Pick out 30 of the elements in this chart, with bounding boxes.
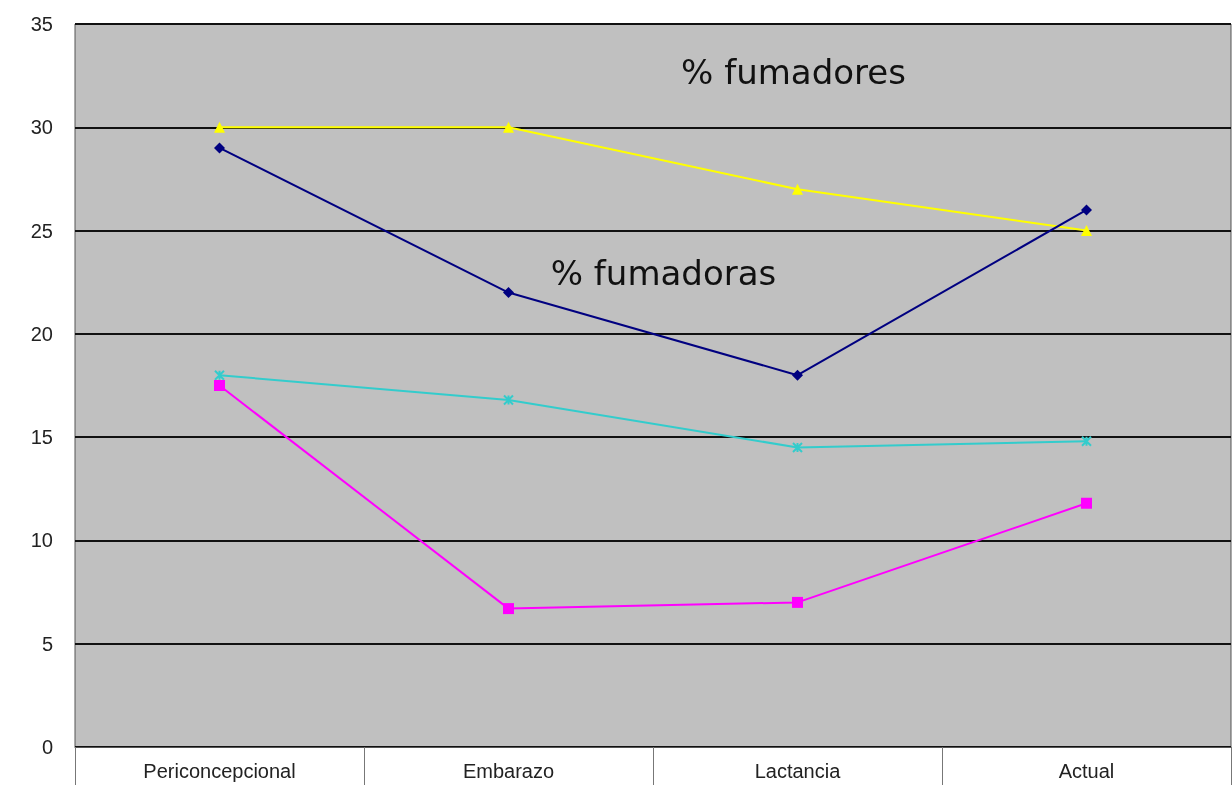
point — [503, 121, 514, 133]
point — [1081, 497, 1092, 509]
y-tick-label: 20 — [30, 322, 53, 345]
point — [214, 380, 225, 391]
y-tick-label: 30 — [30, 116, 53, 139]
point — [214, 121, 225, 133]
x-tick-label: Periconcepcional — [143, 760, 296, 782]
point — [214, 142, 225, 154]
point — [1081, 204, 1092, 216]
y-tick-label: 25 — [30, 219, 53, 242]
point — [1081, 435, 1092, 447]
point — [503, 394, 514, 406]
y-tick-label: 0 — [41, 736, 53, 758]
y-tick-label: 10 — [30, 529, 53, 552]
point — [1081, 225, 1092, 237]
point — [503, 287, 514, 299]
x-tick-label: Lactancia — [754, 760, 842, 782]
y-tick-label: 35 — [30, 13, 53, 35]
point — [792, 369, 803, 381]
point — [214, 369, 225, 381]
series-label: % fumadoras — [550, 253, 777, 294]
y-tick-label: 5 — [41, 632, 53, 655]
point — [792, 596, 803, 608]
point — [503, 603, 514, 615]
point — [792, 441, 803, 453]
text: % fumadores — [681, 51, 906, 92]
x-tick-label: Actual — [1058, 760, 1115, 782]
x-tick-label: Embarazo — [462, 760, 555, 782]
y-tick-label: 15 — [30, 426, 53, 449]
point — [792, 183, 803, 195]
